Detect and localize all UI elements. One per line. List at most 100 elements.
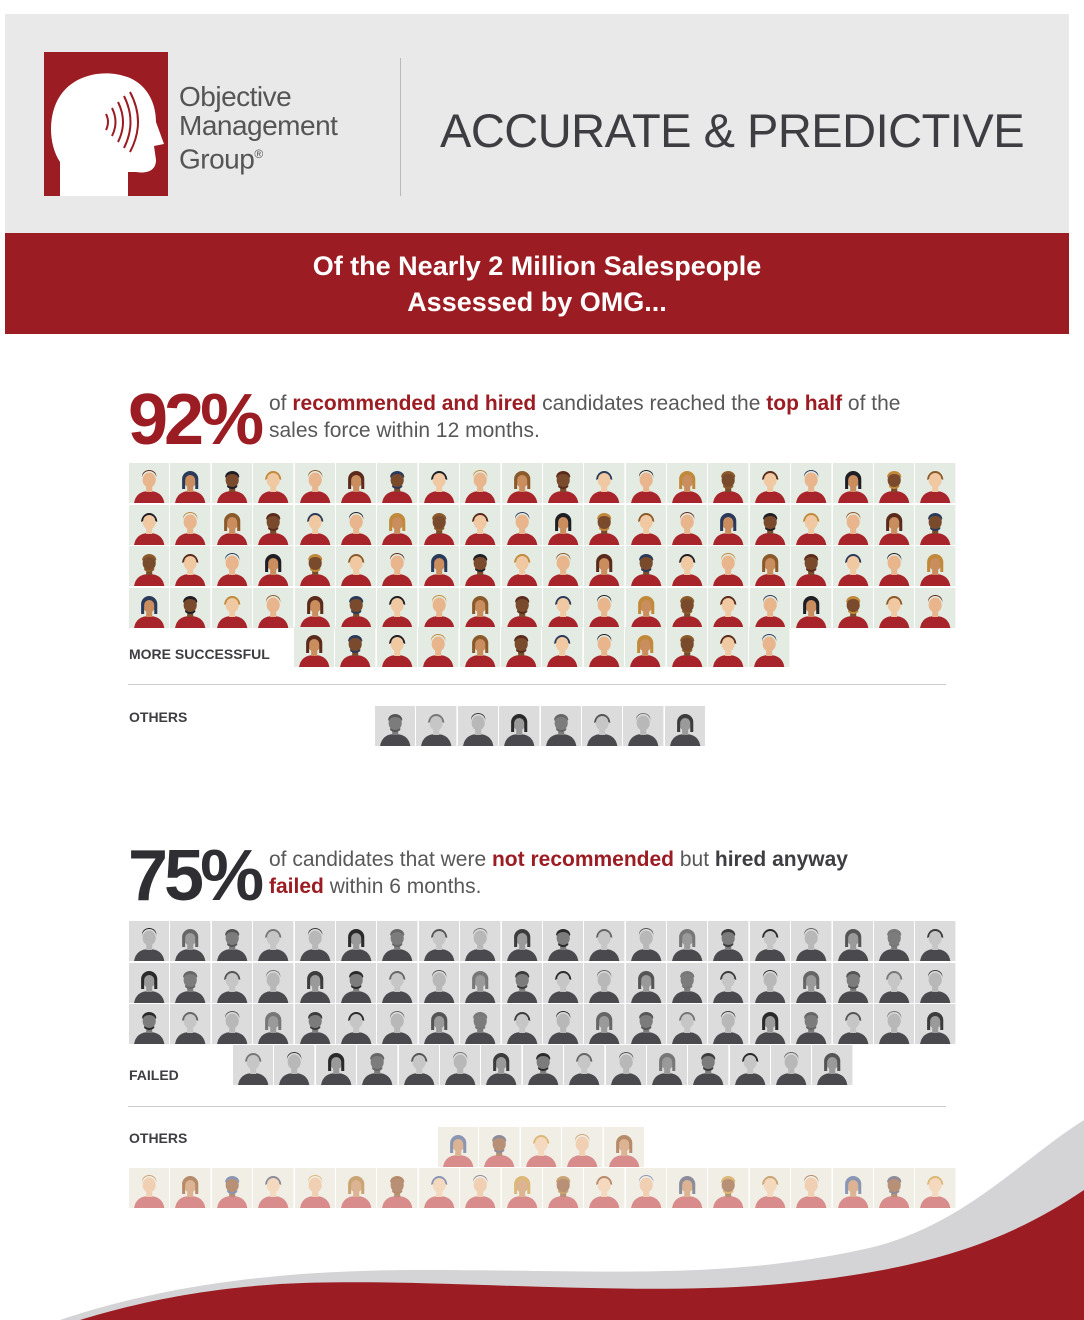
person-icon <box>211 1004 253 1044</box>
person-icon <box>377 921 418 961</box>
person-icon <box>791 463 832 503</box>
person-icon <box>749 921 791 961</box>
person-icon <box>459 627 500 667</box>
person-icon <box>625 627 666 667</box>
person-icon <box>357 1045 398 1085</box>
person-icon <box>542 587 584 628</box>
stat-75-text-1: of candidates that were <box>269 848 492 871</box>
person-icon <box>749 546 791 586</box>
person-icon <box>542 962 584 1003</box>
person-icon <box>253 587 294 628</box>
person-icon <box>377 1168 418 1208</box>
person-icon <box>623 706 664 746</box>
person-icon <box>791 962 832 1003</box>
person-icon <box>377 463 418 503</box>
stat-92-text-2: candidates reached the <box>536 392 767 415</box>
person-icon <box>294 627 335 667</box>
stat-75-description: of candidates that were not recommended … <box>269 846 929 900</box>
divider-rule-1 <box>128 684 946 685</box>
page-headline: ACCURATE & PREDICTIVE <box>440 104 1025 157</box>
person-icon <box>667 504 708 545</box>
more-successful-row <box>129 463 956 503</box>
person-icon <box>749 962 791 1003</box>
more-successful-label: MORE SUCCESSFUL <box>129 646 270 662</box>
person-icon <box>418 1004 460 1044</box>
person-icon <box>438 1127 479 1167</box>
person-icon <box>479 1127 520 1167</box>
person-icon <box>832 504 874 545</box>
person-icon <box>294 921 335 961</box>
person-icon <box>377 504 418 545</box>
person-icon <box>646 1045 688 1085</box>
person-icon <box>874 1168 915 1208</box>
person-icon <box>584 962 625 1003</box>
failed-label: FAILED <box>129 1067 179 1083</box>
person-icon <box>170 921 211 961</box>
person-icon <box>520 1127 562 1167</box>
person-icon <box>915 921 956 961</box>
person-icon <box>874 504 915 545</box>
person-icon <box>460 463 501 503</box>
person-icon <box>915 504 956 545</box>
person-icon <box>666 627 707 667</box>
more-successful-row <box>129 546 956 586</box>
person-icon <box>418 504 460 545</box>
person-icon <box>460 587 501 628</box>
person-icon <box>211 962 253 1003</box>
more-successful-row <box>129 587 956 628</box>
person-icon <box>129 587 170 628</box>
person-icon <box>915 463 956 503</box>
person-icon <box>481 1045 522 1085</box>
person-icon <box>584 1168 625 1208</box>
divider-rule-2 <box>128 1106 946 1107</box>
person-icon <box>294 1004 335 1044</box>
person-icon <box>708 463 749 503</box>
person-icon <box>418 627 459 667</box>
person-icon <box>605 1045 646 1085</box>
failed-row <box>129 921 956 961</box>
person-icon <box>584 1004 625 1044</box>
person-icon <box>170 962 211 1003</box>
others-row <box>438 1127 644 1167</box>
person-icon <box>791 587 832 628</box>
person-icon <box>542 627 583 667</box>
person-icon <box>791 1168 832 1208</box>
person-icon <box>294 587 335 628</box>
person-icon <box>211 463 253 503</box>
person-icon <box>708 546 749 586</box>
person-icon <box>583 627 625 667</box>
person-icon <box>170 1004 211 1044</box>
person-icon <box>170 1168 211 1208</box>
more-successful-row <box>294 627 790 667</box>
others-label-1: OTHERS <box>129 709 188 725</box>
person-icon <box>129 1168 170 1208</box>
person-icon <box>274 1045 315 1085</box>
stat-75-text-2: but <box>674 848 715 871</box>
person-icon <box>129 463 170 503</box>
person-icon <box>667 1168 708 1208</box>
person-icon <box>542 1004 584 1044</box>
brand-line-1: Objective <box>179 81 292 112</box>
person-icon <box>211 546 253 586</box>
person-icon <box>170 504 211 545</box>
person-icon <box>460 504 501 545</box>
person-icon <box>376 627 418 667</box>
person-icon <box>294 546 335 586</box>
person-icon <box>335 962 377 1003</box>
person-icon <box>294 463 335 503</box>
person-icon <box>129 1004 170 1044</box>
stat-75-highlight-not-recommended: not recommended <box>491 848 675 871</box>
person-icon <box>457 706 499 746</box>
stat-92-description: of recommended and hired candidates reac… <box>269 390 929 444</box>
person-icon <box>749 1004 791 1044</box>
person-icon <box>749 587 791 628</box>
person-icon <box>377 587 418 628</box>
person-icon <box>832 921 874 961</box>
person-icon <box>625 1004 667 1044</box>
person-icon <box>915 587 956 628</box>
person-icon <box>418 962 460 1003</box>
person-icon <box>584 587 625 628</box>
person-icon <box>625 921 667 961</box>
failed-row <box>129 962 956 1003</box>
person-icon <box>749 1168 791 1208</box>
